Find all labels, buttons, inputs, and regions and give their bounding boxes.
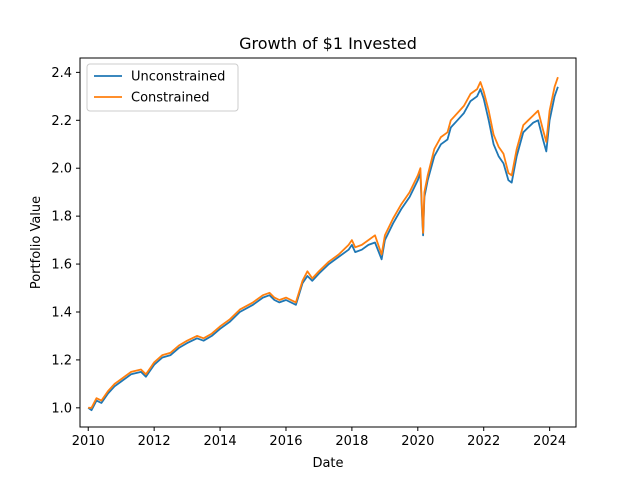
- plot-frame: [79, 57, 577, 428]
- y-tick-label: 2.0: [51, 162, 72, 177]
- legend-box: [86, 63, 239, 112]
- y-tick-label: 1.8: [51, 210, 72, 225]
- x-tick-label: 2010: [72, 434, 105, 449]
- series-line-constrained: [88, 76, 559, 409]
- x-tick-label: 2022: [467, 434, 500, 449]
- y-tick-label: 1.6: [51, 258, 72, 273]
- x-axis: 2010 2012 2014 2016 2018 2020 2022 2024: [72, 427, 566, 449]
- y-tick-label: 1.0: [51, 401, 72, 416]
- y-axis-label: Portfolio Value: [29, 196, 44, 289]
- y-tick-label: 2.4: [51, 66, 72, 81]
- legend-label-unconstrained: Unconstrained: [131, 70, 225, 85]
- legend: Unconstrained Constrained: [86, 63, 239, 112]
- legend-label-constrained: Constrained: [131, 91, 210, 106]
- chart-title: Growth of $1 Invested: [239, 34, 417, 53]
- x-tick-label: 2020: [401, 434, 434, 449]
- x-axis-label: Date: [312, 456, 343, 471]
- series-line-unconstrained: [87, 86, 559, 412]
- y-tick-label: 1.2: [51, 353, 72, 368]
- x-tick-label: 2014: [204, 434, 237, 449]
- x-tick-label: 2016: [269, 434, 302, 449]
- y-tick-label: 2.2: [51, 114, 72, 129]
- y-axis: 1.0 1.2 1.4 1.6 1.8 2.0 2.2 2.4: [51, 66, 80, 416]
- x-tick-label: 2018: [335, 434, 368, 449]
- plot-area: [87, 76, 559, 412]
- x-tick-label: 2024: [533, 434, 566, 449]
- y-tick-label: 1.4: [51, 305, 72, 320]
- x-tick-label: 2012: [138, 434, 171, 449]
